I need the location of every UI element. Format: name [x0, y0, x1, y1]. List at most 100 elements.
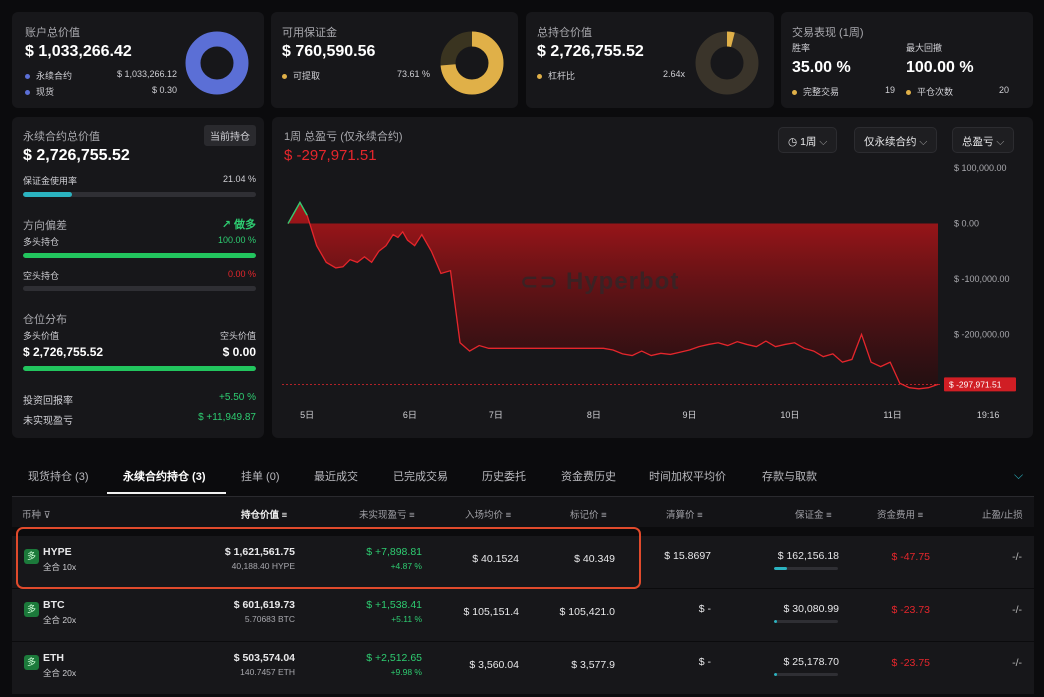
table-row[interactable] [12, 642, 1034, 694]
upnl-pct: +5.11 % [391, 614, 422, 624]
highlight-box [16, 527, 641, 589]
long-badge: 多 [24, 602, 39, 617]
sort-icon: ≡ [503, 510, 512, 521]
liq-price: $ - [698, 603, 711, 615]
tab-0[interactable]: 现货持仓 (3) [28, 471, 89, 483]
watermark-logo: ⊂⊃ Hyperbot [520, 268, 680, 295]
upnl-pct: +9.98 % [390, 667, 422, 677]
mark-price: $ 3,577.9 [571, 659, 615, 671]
x-tick-label: 9日 [682, 410, 696, 420]
col-value[interactable]: 持仓价值 ≡ [241, 510, 288, 521]
tab-4[interactable]: 已完成交易 [393, 471, 448, 483]
col-coin[interactable]: 币种 ⊽ [22, 510, 51, 521]
pnl-area [288, 202, 938, 389]
dist-long-value: $ 2,726,755.52 [23, 345, 104, 359]
perp-total-value: $ 2,726,755.52 [23, 147, 130, 164]
sort-icon: ≡ [915, 510, 924, 521]
spot-dot-icon [25, 90, 30, 96]
withdrawable-row: 可提取 73.61 % [282, 69, 430, 82]
total-holding-card: 总持仓价值 $ 2,726,755.52 杠杆比 2.64x [526, 12, 774, 108]
metric-filter-dropdown[interactable]: 总盈亏 ⌵ [952, 127, 1015, 153]
sort-icon: ≡ [694, 510, 703, 521]
margin-label: 可用保证金 [282, 27, 337, 39]
dist-label: 仓位分布 [23, 314, 67, 326]
upnl-value: $ +2,512.65 [366, 652, 422, 664]
col-tpsl: 止盈/止损 [982, 510, 1023, 521]
mark-price: $ 105,421.0 [559, 606, 615, 618]
tab-6[interactable]: 资金费历史 [561, 471, 616, 483]
filter-icon[interactable]: ⊽ [41, 510, 51, 521]
long-value: 100.00 % [217, 235, 256, 245]
entry-price: $ 40.1524 [472, 553, 519, 565]
position-value: $ 1,621,561.75 [224, 546, 295, 558]
dist-short-label: 空头价值 [219, 331, 256, 341]
perp-detail-card: 永续合约总价值 当前持仓 $ 2,726,755.52 保证金使用率 21.04… [12, 117, 264, 438]
tab-1[interactable]: 永续合约持仓 (3) [123, 471, 206, 483]
upnl-pct: +4.87 % [390, 561, 422, 571]
position-value: $ 503,574.04 [233, 652, 295, 664]
trend-up-icon: ↗ [221, 219, 234, 231]
tab-5[interactable]: 历史委托 [482, 471, 526, 483]
table-row[interactable] [12, 589, 1034, 641]
account-perp-row: 永续合约 $ 1,033,266.12 [25, 69, 177, 82]
sort-icon: ≡ [406, 510, 415, 521]
col-funding[interactable]: 资金费用 ≡ [877, 510, 924, 521]
close-count-row: 平仓次数 20 [906, 85, 1009, 98]
pnl-chart-value: $ -297,971.51 [284, 147, 377, 164]
roi-label: 投资回报率 [23, 396, 73, 407]
entry-price: $ 105,151.4 [463, 606, 519, 618]
account-donut-chart [185, 31, 249, 95]
margin-bar [774, 673, 838, 676]
dist-bar [23, 366, 256, 371]
col-entry[interactable]: 入场均价 ≡ [465, 510, 512, 521]
period-filter-dropdown[interactable]: ◷ 1周 ⌵ [778, 127, 838, 153]
tab-3[interactable]: 最近成交 [314, 471, 358, 483]
drawdown-value: 100.00 % [906, 59, 974, 76]
account-value: $ 1,033,266.42 [25, 43, 132, 60]
performance-label: 交易表现 (1周) [792, 27, 864, 39]
coin-name[interactable]: BTC [43, 599, 65, 611]
tab-8[interactable]: 存款与取款 [762, 471, 817, 483]
col-liq[interactable]: 清算价 ≡ [666, 510, 703, 521]
x-tick-label: 19:16 [977, 410, 1000, 420]
short-label: 空头持仓 [23, 271, 60, 281]
tpsl-value[interactable]: -/- [1012, 604, 1022, 616]
account-value-card: 账户总价值 $ 1,033,266.42 永续合约 $ 1,033,266.12 … [12, 12, 264, 108]
funding-value: $ -47.75 [891, 551, 930, 563]
upnl-value: $ +7,898.81 [366, 546, 422, 558]
x-tick-label: 6日 [403, 410, 417, 420]
tpsl-value[interactable]: -/- [1012, 657, 1022, 669]
y-tick-label: $ -200,000.00 [954, 329, 1010, 339]
tab-7[interactable]: 时间加权平均价 [649, 471, 726, 483]
pnl-chart-card: 1周 总盈亏 (仅永续合约) $ -297,971.51 ◷ 1周 ⌵ 仅永续合… [272, 117, 1033, 438]
holding-label: 总持仓价值 [537, 27, 592, 39]
position-size: 5.70683 BTC [244, 614, 295, 624]
col-margin[interactable]: 保证金 ≡ [795, 510, 832, 521]
util-value: 21.04 % [222, 174, 256, 184]
margin-value: $ 25,178.70 [783, 656, 839, 668]
sort-icon: ≡ [823, 510, 832, 521]
coin-name[interactable]: ETH [43, 652, 64, 664]
table-row[interactable] [12, 536, 1034, 588]
last-value-label: $ -297,971.51 [949, 379, 1002, 389]
collapse-chevron-icon[interactable]: ⌵ [1014, 468, 1024, 482]
short-value: 0.00 % [227, 269, 256, 279]
col-upnl[interactable]: 未实现盈亏 ≡ [359, 510, 415, 521]
upnl-label: 未实现盈亏 [23, 416, 73, 427]
chevron-down-icon: ⌵ [816, 136, 828, 148]
coin-name[interactable]: HYPE [43, 546, 72, 558]
dist-short-value: $ 0.00 [222, 345, 256, 359]
tab-divider [12, 496, 1034, 497]
upnl-value: $ +11,949.87 [198, 412, 256, 423]
tab-2[interactable]: 挂单 (0) [241, 471, 280, 483]
position-value: $ 601,619.73 [233, 599, 295, 611]
chevron-down-icon: ⌵ [916, 136, 928, 148]
pnl-area-chart: $ 100,000.00 $ 0.00 $ -100,000.00 $ -200,00… [282, 163, 1016, 420]
tpsl-value[interactable]: -/- [1012, 551, 1022, 563]
market-filter-dropdown[interactable]: 仅永续合约 ⌵ [854, 127, 938, 153]
current-position-badge[interactable]: 当前持仓 [204, 125, 256, 146]
leverage-row: 杠杆比 2.64x [537, 69, 685, 82]
col-mark[interactable]: 标记价 ≡ [570, 510, 607, 521]
withdrawable-dot-icon [282, 74, 287, 80]
util-bar [23, 192, 256, 197]
